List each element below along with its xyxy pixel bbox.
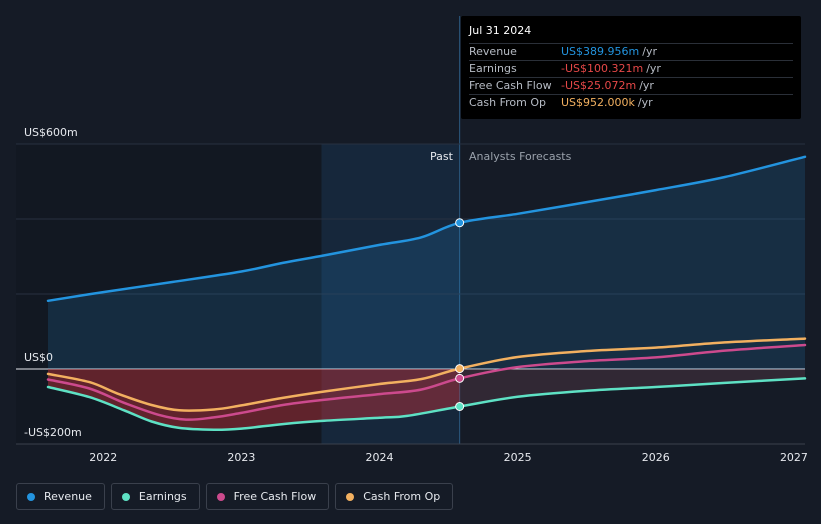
past-label: Past — [430, 150, 453, 163]
legend-item-free-cash-flow[interactable]: Free Cash Flow — [205, 483, 330, 510]
legend-dot-icon — [27, 492, 35, 501]
tooltip-unit: /yr — [637, 96, 653, 109]
x-tick-label-2026: 2026 — [642, 451, 670, 464]
tooltip-value: -US$25.072m — [561, 79, 637, 92]
data-tooltip: Jul 31 2024 Revenue US$389.956m /yr Earn… — [461, 16, 801, 119]
legend-dot-icon — [216, 492, 225, 501]
tooltip-value: -US$100.321m — [561, 62, 644, 75]
tooltip-date: Jul 31 2024 — [469, 24, 532, 37]
tooltip-row-revenue: Revenue US$389.956m /yr — [469, 43, 793, 60]
tooltip-row-free-cash-flow: Free Cash Flow -US$25.072m /yr — [469, 77, 793, 94]
tooltip-label: Cash From Op — [469, 96, 547, 109]
tooltip-unit: /yr — [639, 79, 654, 92]
y-tick-label-neg200: -US$200m — [24, 426, 82, 439]
marker-earnings — [455, 402, 465, 411]
series-line-revenue — [46, 155, 807, 303]
x-tick-label-2023: 2023 — [227, 451, 255, 464]
tooltip-label: Earnings — [469, 62, 517, 75]
series-line-earnings — [46, 377, 807, 432]
forecast-label: Analysts Forecasts — [469, 150, 572, 163]
marker-free-cash-flow — [455, 373, 465, 383]
legend-label: Revenue — [44, 490, 92, 503]
legend-label: Cash From Op — [363, 490, 441, 503]
legend-dot-icon — [121, 492, 130, 501]
legend-label: Free Cash Flow — [233, 490, 317, 503]
tooltip-row-cash-from-op: Cash From Op US$952.000k /yr — [469, 94, 793, 111]
x-tick-label-2024: 2024 — [366, 451, 394, 464]
revenue-area — [48, 156, 805, 369]
tooltip-value: US$952.000k — [561, 96, 635, 109]
tooltip-unit: /yr — [646, 62, 661, 75]
y-tick-label-0: US$0 — [24, 351, 54, 364]
legend-dot-icon — [346, 492, 355, 501]
chart-legend: Revenue Earnings Free Cash Flow Cash Fro… — [16, 483, 454, 510]
x-tick-label-2027: 2027 — [780, 451, 808, 464]
tooltip-label: Revenue — [469, 45, 517, 58]
tooltip-label: Free Cash Flow — [469, 79, 552, 92]
marker-cash-from-op — [455, 364, 465, 374]
earnings-loss-area — [48, 369, 460, 430]
x-tick-label-2022: 2022 — [89, 451, 117, 464]
tooltip-row-earnings: Earnings -US$100.321m /yr — [469, 60, 793, 77]
marker-revenue — [455, 218, 465, 228]
tooltip-unit: /yr — [642, 45, 657, 58]
y-tick-label-600: US$600m — [24, 126, 78, 139]
legend-item-cash-from-op[interactable]: Cash From Op — [335, 483, 454, 510]
legend-label: Earnings — [138, 490, 187, 503]
series-line-free-cash-flow — [46, 343, 807, 421]
x-tick-label-2025: 2025 — [504, 451, 532, 464]
tooltip-value: US$389.956m — [561, 45, 640, 58]
legend-item-earnings[interactable]: Earnings — [110, 483, 200, 510]
legend-item-revenue[interactable]: Revenue — [16, 483, 105, 510]
series-line-cash-from-op — [46, 337, 807, 412]
